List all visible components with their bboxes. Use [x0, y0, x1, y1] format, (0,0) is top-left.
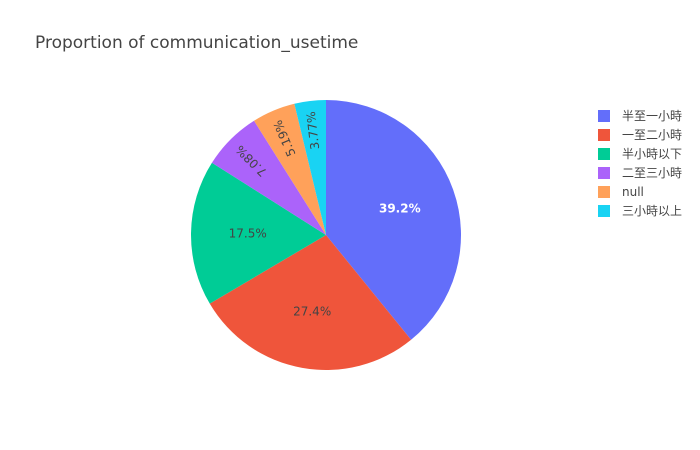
legend-label: 三小時以上 [622, 204, 683, 218]
legend-swatch [598, 128, 610, 141]
pie-slice-4[interactable] [211, 120, 326, 235]
legend-swatch [598, 166, 610, 179]
legend-label: null [622, 184, 644, 199]
legend-item-1[interactable]: 半至一小時 [598, 106, 682, 125]
legend-item-2[interactable]: 一至二小時 [598, 125, 682, 144]
legend-swatch [598, 204, 610, 217]
pie-slice-1[interactable] [326, 100, 461, 340]
legend-swatch [598, 147, 610, 160]
pie-slice-label-2: 27.4% [293, 305, 331, 319]
pie-slices [191, 100, 461, 370]
pie-slice-3[interactable] [191, 162, 326, 304]
pie-slice-label-6: 3.77% [304, 111, 322, 151]
pie-slice-label-3: 17.5% [229, 226, 267, 240]
legend-label: 半小時以下 [622, 147, 683, 161]
pie-slice-6[interactable] [294, 100, 326, 235]
legend-label: 半至一小時 [622, 109, 683, 123]
legend-item-3[interactable]: 半小時以下 [598, 144, 682, 163]
chart-title: Proportion of communication_usetime [35, 33, 359, 53]
legend-swatch [598, 109, 610, 122]
legend: 半至一小時 一至二小時 半小時以下 二至三小時 null 三小時以上 [598, 106, 682, 220]
pie-slice-label-1: 39.2% [379, 201, 421, 215]
legend-item-5[interactable]: null [598, 182, 682, 201]
legend-item-4[interactable]: 二至三小時 [598, 163, 682, 182]
pie-slice-5[interactable] [254, 103, 326, 236]
legend-item-6[interactable]: 三小時以上 [598, 201, 682, 220]
legend-label: 二至三小時 [622, 166, 683, 180]
legend-label: 一至二小時 [622, 128, 683, 142]
legend-swatch [598, 185, 610, 198]
pie-slice-2[interactable] [209, 235, 412, 370]
